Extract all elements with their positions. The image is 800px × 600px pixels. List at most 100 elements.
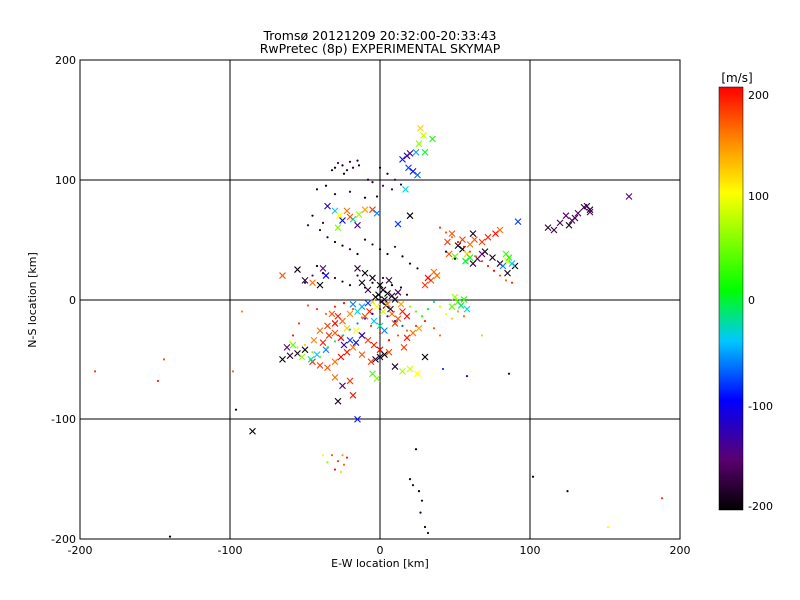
dot-point-104 — [468, 250, 472, 253]
cross-point-59 — [444, 238, 451, 246]
cross-point-97 — [391, 296, 399, 303]
dot-point-123 — [342, 463, 346, 466]
dot-point-81 — [348, 328, 352, 331]
cross-point-39 — [586, 208, 594, 216]
cross-point-177 — [310, 336, 318, 344]
cross-point-186 — [340, 341, 348, 349]
dot-point-124 — [345, 456, 349, 459]
cross-point-58 — [478, 250, 486, 258]
dot-point-106 — [480, 260, 484, 263]
dot-point-48 — [371, 281, 374, 284]
dot-point-137 — [426, 531, 430, 535]
cross-point-136 — [364, 336, 372, 344]
dot-point-18 — [393, 178, 397, 181]
dot-point-102 — [456, 240, 460, 244]
cross-point-174 — [319, 339, 327, 346]
dot-point-108 — [492, 269, 496, 272]
cross-point-147 — [367, 358, 375, 366]
dot-point-58 — [333, 305, 337, 308]
dot-point-4 — [345, 169, 349, 172]
dot-point-141 — [660, 497, 664, 500]
dot-point-119 — [240, 310, 244, 313]
dot-point-112 — [444, 250, 448, 253]
cross-point-176 — [316, 327, 324, 335]
dot-point-135 — [419, 511, 422, 514]
dot-point-85 — [378, 307, 382, 311]
dot-point-113 — [453, 257, 457, 260]
dot-point-32 — [371, 243, 374, 246]
cross-point-12 — [402, 185, 409, 193]
cross-point-19 — [361, 206, 369, 214]
cross-point-102 — [358, 279, 366, 287]
cross-point-131 — [328, 310, 336, 318]
cross-point-145 — [337, 353, 345, 361]
cross-point-55 — [504, 269, 511, 277]
cross-point-149 — [301, 346, 309, 354]
y-tick-label-200: 200 — [55, 54, 76, 67]
cross-point-185 — [346, 336, 354, 344]
dot-point-28 — [341, 244, 344, 247]
dot-point-49 — [381, 276, 385, 280]
dot-point-127 — [339, 470, 343, 474]
dot-point-59 — [342, 301, 346, 305]
cross-point-90 — [354, 264, 361, 272]
colorbar-bar — [718, 86, 744, 511]
dot-point-122 — [336, 460, 340, 463]
dot-point-0 — [341, 164, 344, 167]
dot-point-26 — [326, 236, 329, 239]
colorbar-label: [m/s] — [721, 71, 752, 85]
dot-point-64 — [387, 339, 391, 342]
cross-point-74 — [448, 303, 456, 311]
dot-point-82 — [356, 322, 359, 325]
dot-point-19 — [381, 184, 385, 187]
dot-point-51 — [399, 286, 403, 289]
dot-point-43 — [333, 276, 337, 280]
dot-point-54 — [303, 281, 307, 284]
dot-point-17 — [386, 172, 389, 175]
dot-point-133 — [417, 490, 421, 493]
dot-point-21 — [399, 183, 403, 186]
dot-point-134 — [420, 499, 424, 502]
dot-point-62 — [369, 324, 373, 327]
scatter-marks — [93, 124, 664, 538]
dot-point-83 — [363, 317, 367, 320]
cross-point-89 — [319, 264, 327, 272]
dot-point-41 — [315, 264, 319, 268]
cross-point-91 — [361, 269, 369, 277]
cross-point-36 — [565, 221, 573, 229]
cross-point-107 — [387, 305, 394, 313]
cross-point-164 — [354, 415, 361, 423]
cross-point-112 — [388, 310, 396, 318]
dot-point-2 — [356, 159, 359, 162]
cross-point-157 — [289, 341, 297, 349]
cross-point-76 — [460, 296, 468, 303]
dot-point-75 — [303, 343, 307, 347]
cross-point-87 — [316, 281, 324, 289]
x-tick-label-0: 0 — [377, 544, 384, 557]
cross-point-150 — [294, 349, 301, 357]
cross-point-106 — [375, 291, 382, 299]
dot-point-3 — [333, 166, 337, 169]
dot-point-90 — [414, 310, 418, 313]
cross-point-92 — [369, 274, 376, 282]
dot-point-84 — [371, 312, 374, 315]
cross-point-170 — [421, 353, 429, 361]
cross-point-159 — [331, 373, 339, 381]
cross-point-37 — [571, 214, 579, 222]
cross-point-64 — [459, 236, 466, 244]
dot-point-13 — [315, 188, 319, 191]
dot-point-144 — [441, 367, 445, 371]
cross-point-25 — [334, 224, 342, 232]
dot-point-7 — [330, 169, 334, 172]
cross-point-161 — [346, 377, 354, 385]
dot-point-66 — [405, 329, 409, 332]
cross-point-84 — [294, 266, 301, 273]
cross-point-70 — [462, 257, 469, 265]
dot-point-46 — [356, 274, 359, 277]
cross-point-152 — [283, 344, 291, 351]
dot-point-29 — [348, 248, 352, 251]
dot-point-55 — [306, 304, 310, 307]
dot-point-20 — [390, 188, 394, 191]
x-axis-ticks: -200 -100 0 100 200 — [68, 534, 691, 557]
cross-point-45 — [471, 236, 478, 244]
